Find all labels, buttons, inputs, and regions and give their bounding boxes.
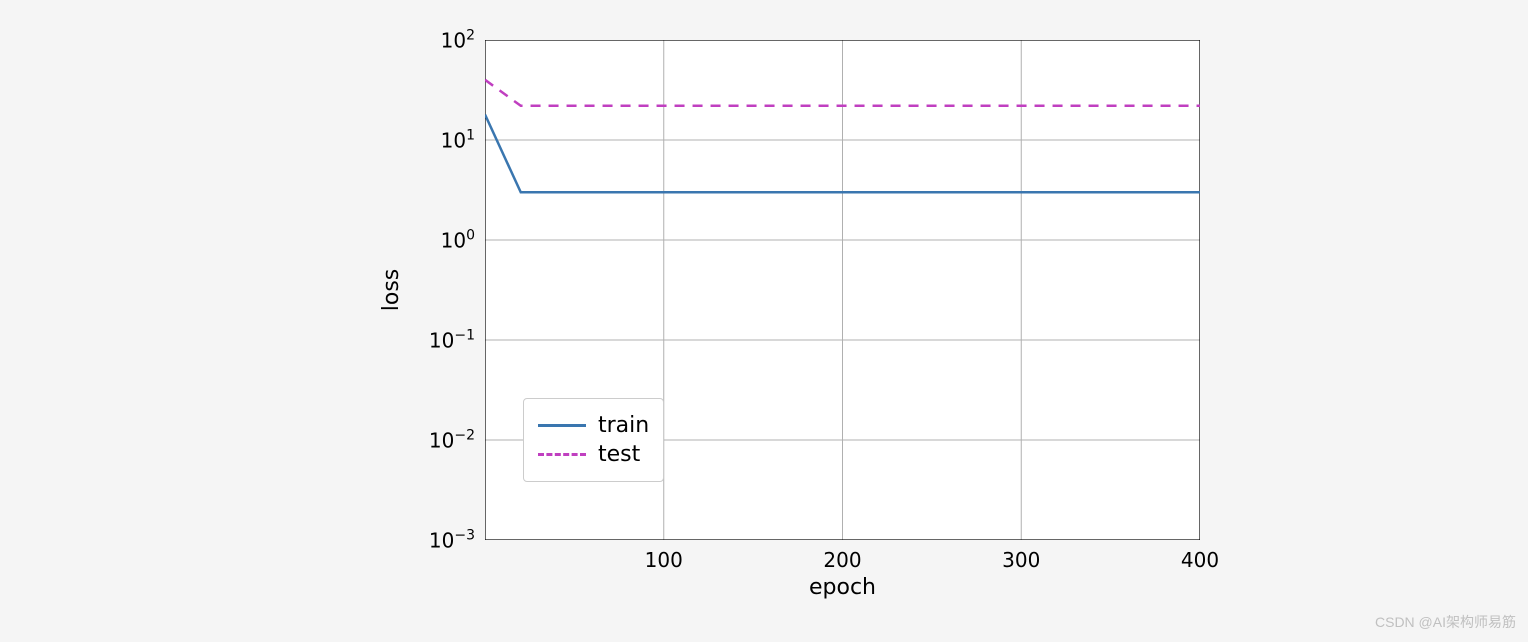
legend: train test (523, 398, 664, 482)
x-axis-label: epoch (809, 575, 876, 600)
y-tick-label: 10−2 (429, 428, 475, 453)
legend-item-test: test (538, 442, 649, 467)
x-tick-label: 300 (1002, 548, 1040, 572)
chart-container: 10−3 10−2 10−1 100 101 102 100 200 300 4… (485, 40, 1200, 540)
legend-item-train: train (538, 413, 649, 438)
x-tick-label: 200 (823, 548, 861, 572)
x-tick-label: 100 (645, 548, 683, 572)
y-axis-label: loss (379, 269, 404, 312)
legend-label-test: test (598, 442, 640, 467)
y-tick-label: 10−3 (429, 528, 475, 553)
legend-swatch-test (538, 453, 586, 456)
x-tick-label: 400 (1181, 548, 1219, 572)
y-tick-label: 10−1 (429, 328, 475, 353)
watermark: CSDN @AI架构师易筋 (1375, 612, 1516, 632)
y-tick-label: 100 (441, 228, 475, 253)
y-tick-label: 101 (441, 128, 475, 153)
legend-swatch-train (538, 424, 586, 427)
y-tick-label: 102 (441, 28, 475, 53)
legend-label-train: train (598, 413, 649, 438)
